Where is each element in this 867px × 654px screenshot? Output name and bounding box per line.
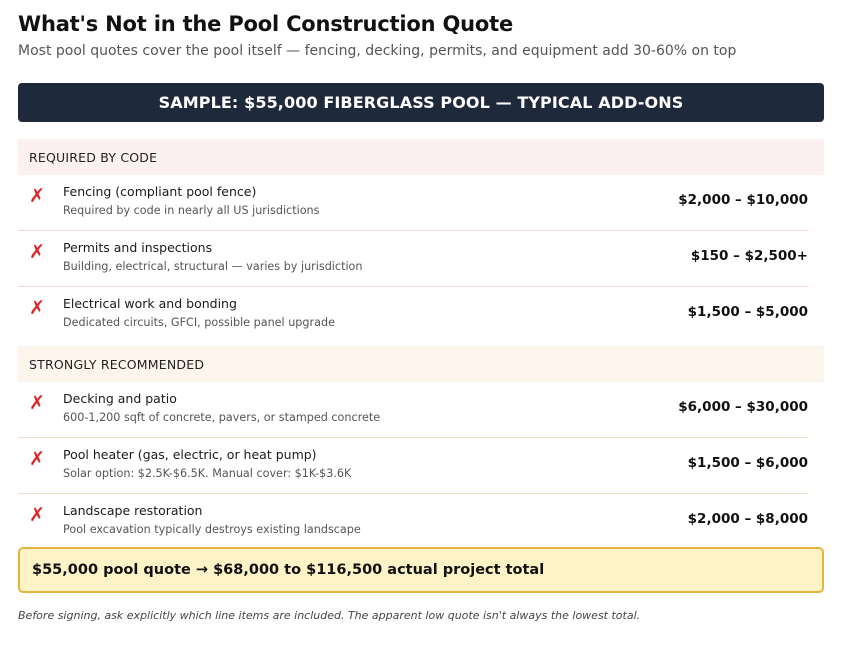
item-description: 600-1,200 sqft of concrete, pavers, or s… [63,411,381,424]
section-strongly-recommended: STRONGLY RECOMMENDED ✗ Decking and patio… [18,346,824,550]
item-price: $150 – $2,500+ [690,248,808,264]
list-item: ✗ Electrical work and bonding Dedicated … [18,287,808,343]
list-item: ✗ Landscape restoration Pool excavation … [18,494,808,550]
item-description: Pool excavation typically destroys exist… [63,523,361,536]
item-price: $1,500 – $6,000 [687,455,808,471]
item-name: Decking and patio [63,391,177,406]
item-description: Solar option: $2.5K-$6.5K. Manual cover:… [63,467,352,480]
footnote: Before signing, ask explicitly which lin… [18,609,641,622]
list-item: ✗ Decking and patio 600-1,200 sqft of co… [18,382,808,438]
item-price: $2,000 – $8,000 [687,511,808,527]
project-total-callout: $55,000 pool quote → $68,000 to $116,500… [18,547,824,593]
list-item: ✗ Permits and inspections Building, elec… [18,231,808,287]
page-title: What's Not in the Pool Construction Quot… [18,12,513,36]
item-name: Landscape restoration [63,503,203,518]
list-item: ✗ Fencing (compliant pool fence) Require… [18,175,808,231]
x-mark-icon: ✗ [29,241,45,263]
item-description: Required by code in nearly all US jurisd… [63,204,320,217]
item-name: Permits and inspections [63,240,213,255]
section-header: REQUIRED BY CODE [18,139,824,175]
item-price: $2,000 – $10,000 [678,192,808,208]
list-item: ✗ Pool heater (gas, electric, or heat pu… [18,438,808,494]
x-mark-icon: ✗ [29,504,45,526]
item-name: Fencing (compliant pool fence) [63,184,257,199]
x-mark-icon: ✗ [29,185,45,207]
item-description: Building, electrical, structural — varie… [63,260,363,273]
page-subtitle: Most pool quotes cover the pool itself —… [18,43,737,59]
item-name: Electrical work and bonding [63,296,237,311]
section-header: STRONGLY RECOMMENDED [18,346,824,382]
section-required-by-code: REQUIRED BY CODE ✗ Fencing (compliant po… [18,139,824,343]
x-mark-icon: ✗ [29,448,45,470]
item-price: $1,500 – $5,000 [687,304,808,320]
item-name: Pool heater (gas, electric, or heat pump… [63,447,317,462]
item-price: $6,000 – $30,000 [678,399,808,415]
sample-banner: SAMPLE: $55,000 FIBERGLASS POOL — TYPICA… [18,83,824,122]
x-mark-icon: ✗ [29,297,45,319]
x-mark-icon: ✗ [29,392,45,414]
item-description: Dedicated circuits, GFCI, possible panel… [63,316,335,329]
